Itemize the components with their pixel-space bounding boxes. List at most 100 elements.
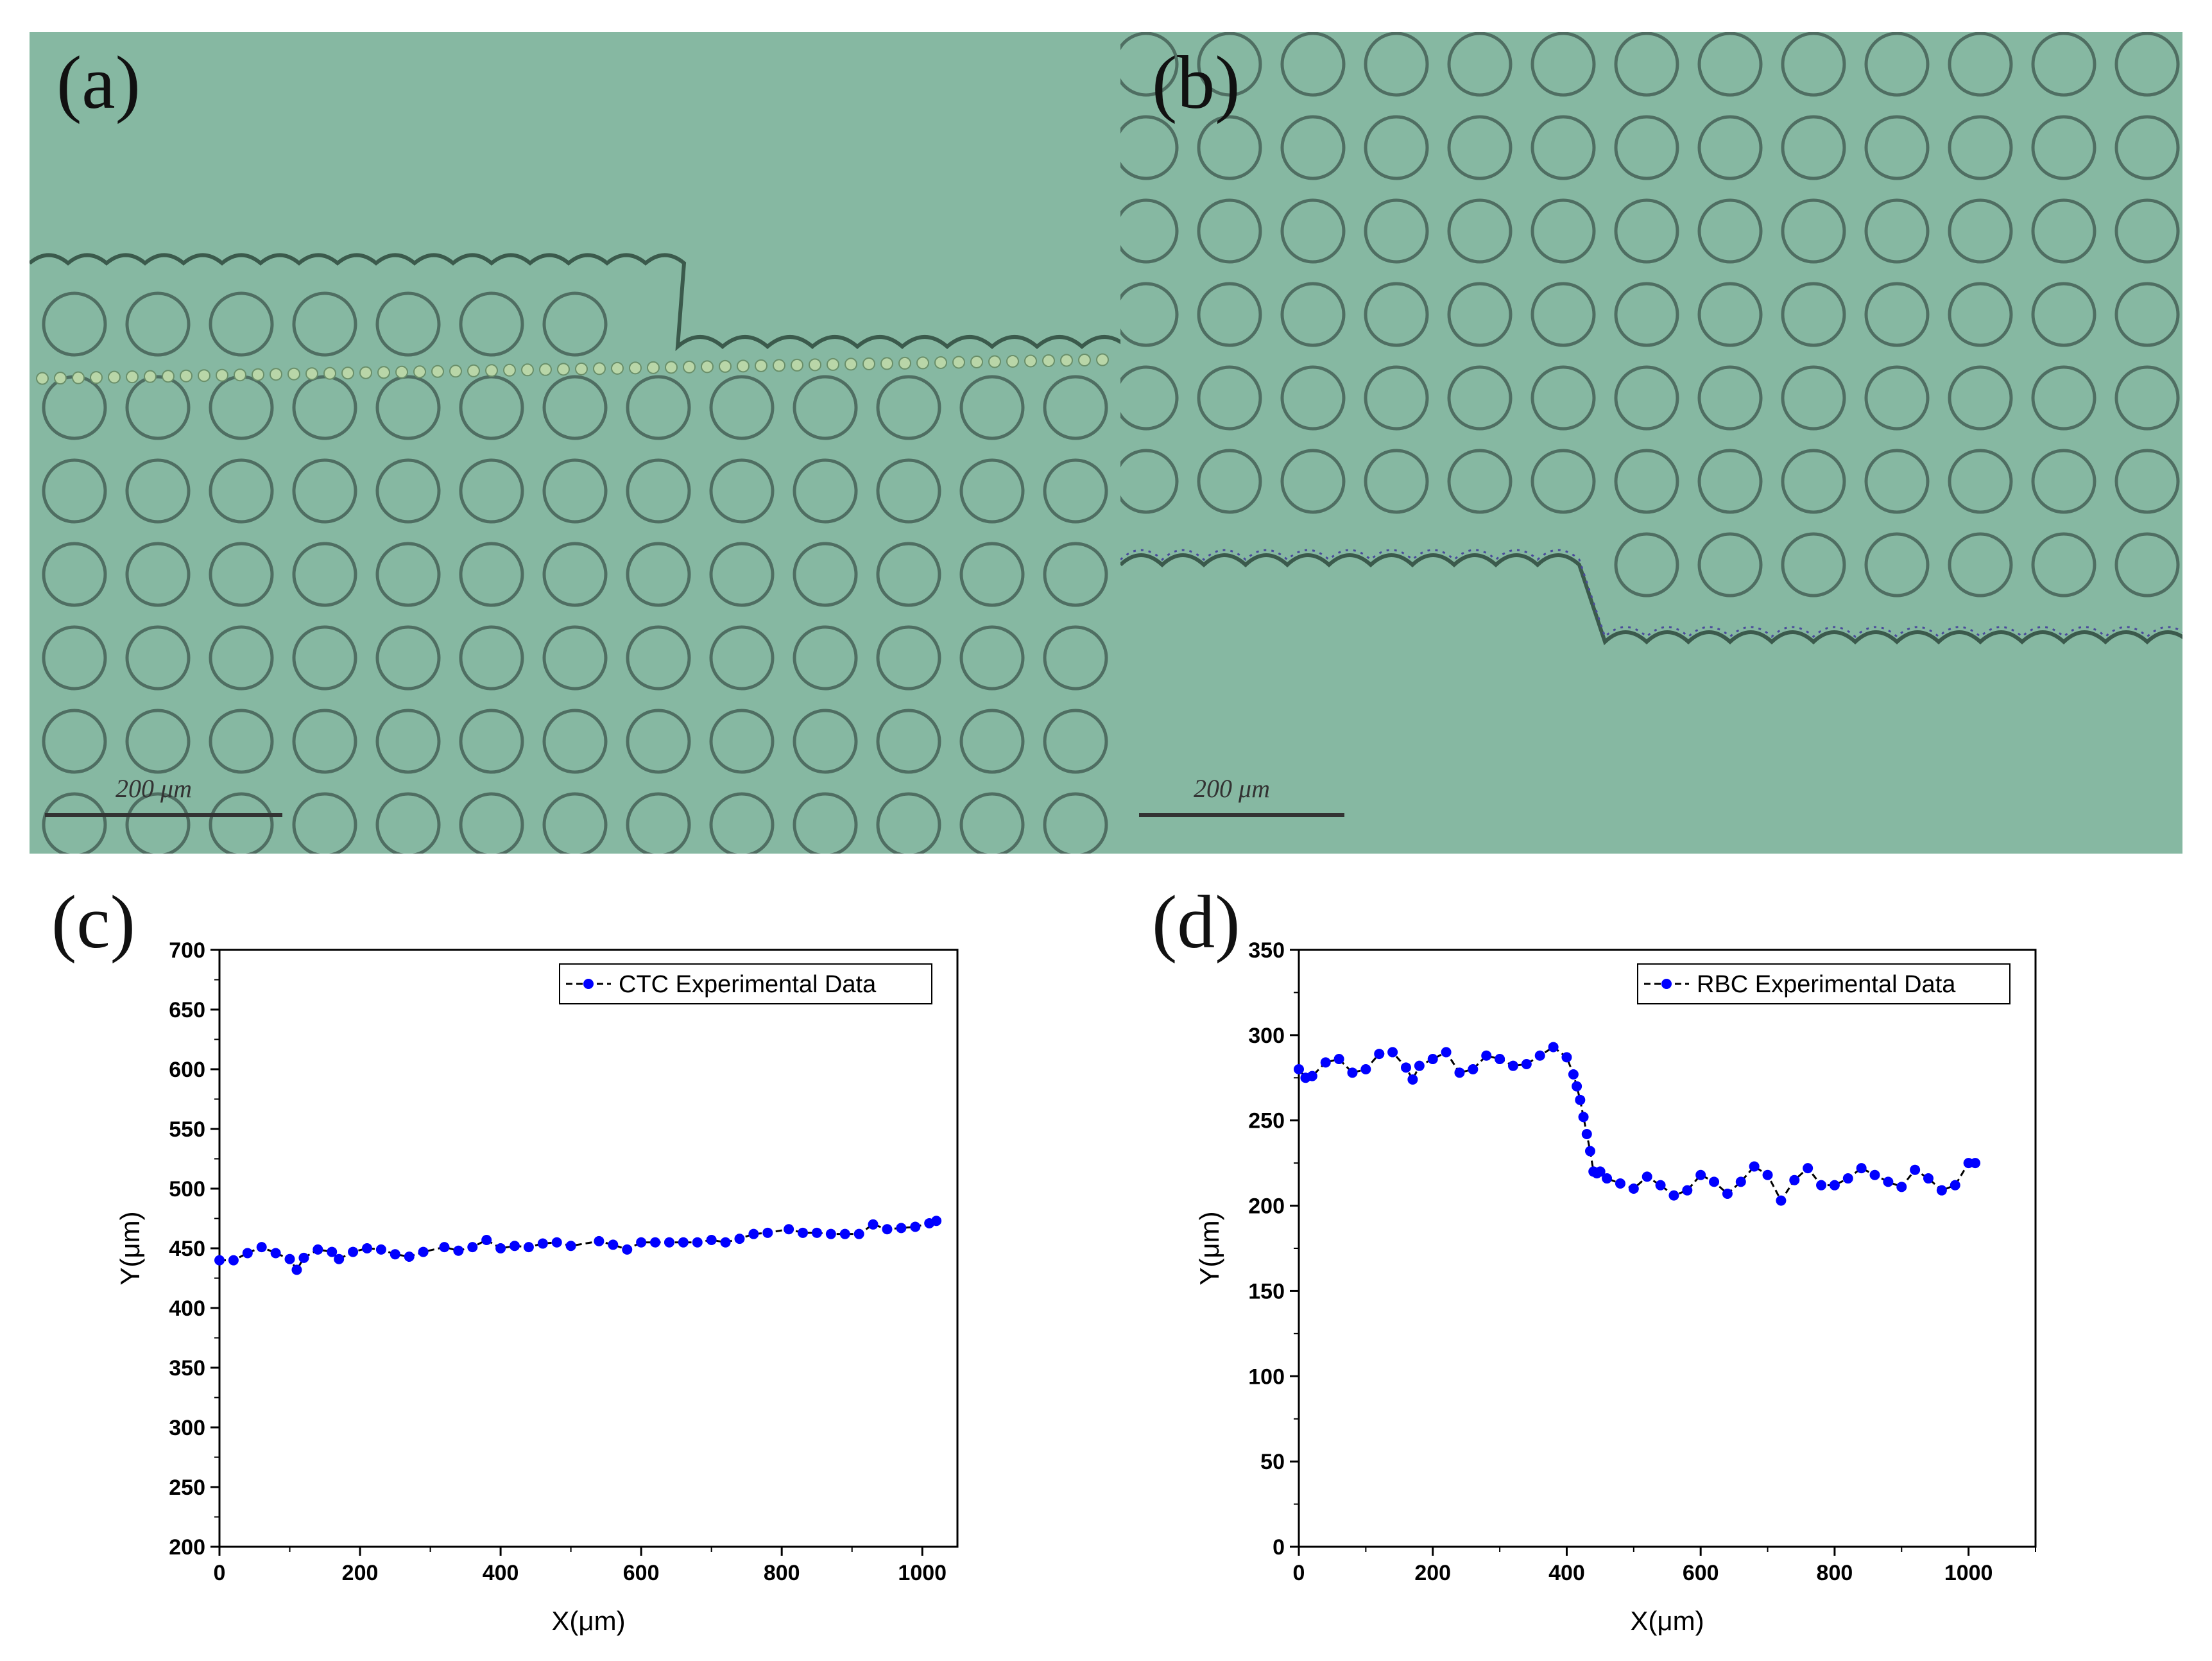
pillar (459, 291, 524, 357)
pillar (1697, 532, 1763, 598)
data-point (1561, 1052, 1572, 1063)
cell-dot (431, 365, 444, 378)
cell-dot (252, 368, 264, 381)
cell-dot (503, 363, 516, 377)
cell-dot (862, 357, 875, 370)
pillar (1697, 449, 1763, 514)
data-point (1970, 1158, 1981, 1169)
data-point (418, 1246, 429, 1257)
flow-boundary-line (1120, 553, 2182, 646)
pillar (1197, 115, 1262, 180)
pillar (542, 458, 608, 524)
y-tick-label: 350 (169, 1356, 205, 1381)
data-point (784, 1224, 794, 1235)
pillar (209, 625, 274, 691)
cell-dot (952, 356, 965, 369)
legend-box (1637, 963, 2011, 1004)
pillar (1447, 32, 1513, 97)
pillar (2114, 449, 2180, 514)
pillar (2114, 365, 2180, 431)
cell-dot (665, 361, 678, 374)
data-point (811, 1227, 822, 1238)
pillar (1614, 32, 1679, 97)
x-axis-label: X(μm) (1630, 1606, 1704, 1636)
data-point (1789, 1175, 1800, 1185)
pillar (1948, 282, 2013, 347)
pillar (42, 375, 107, 440)
y-tick-label: 200 (1248, 1194, 1285, 1219)
pillar (709, 375, 775, 440)
pillar (1948, 365, 2013, 431)
micrograph-b (1120, 32, 2182, 854)
pillar (459, 458, 524, 524)
pillar (1781, 115, 1846, 180)
pillar (1864, 32, 1930, 97)
data-point (853, 1228, 864, 1239)
data-point (650, 1237, 661, 1248)
pillar (2031, 449, 2096, 514)
cell-dot (1006, 354, 1019, 368)
data-point (495, 1243, 506, 1253)
cell-dot (449, 365, 462, 378)
x-tick-label: 0 (1293, 1561, 1305, 1585)
data-point (1695, 1169, 1706, 1180)
cell-dot (755, 359, 767, 372)
scale-bar-b-line (1139, 813, 1344, 817)
data-point (1655, 1180, 1666, 1191)
cell-dot (539, 363, 552, 376)
pillar (709, 625, 775, 691)
pillar (1781, 32, 1846, 97)
pillar (876, 458, 941, 524)
data-point (1320, 1057, 1331, 1068)
pillar (2031, 32, 2096, 97)
cell-dot (485, 364, 498, 377)
data-point (1572, 1081, 1582, 1092)
pillar (876, 792, 941, 854)
data-point (678, 1237, 689, 1248)
cell-dot (557, 363, 570, 376)
data-point (334, 1253, 345, 1264)
data-point (1468, 1064, 1479, 1074)
cell-dot (880, 357, 893, 370)
pillar (876, 625, 941, 691)
cell-dot (144, 370, 157, 383)
cell-dot (916, 356, 929, 370)
data-point (551, 1237, 562, 1248)
data-point (1628, 1183, 1639, 1194)
pillar (1864, 532, 1930, 598)
cell-dot (413, 365, 426, 379)
data-point (896, 1223, 907, 1234)
pillar (542, 542, 608, 607)
cell-dot (270, 368, 282, 381)
y-tick-label: 300 (169, 1416, 205, 1440)
pillar (1530, 32, 1596, 97)
pillar (1043, 458, 1108, 524)
data-point (636, 1237, 647, 1248)
data-point (1581, 1128, 1592, 1139)
data-point (1709, 1176, 1720, 1187)
pillar (125, 792, 191, 854)
pillar (709, 792, 775, 854)
cell-dot (809, 358, 821, 372)
pillar (2031, 198, 2096, 264)
pillar (793, 625, 858, 691)
pillar (209, 542, 274, 607)
data-point (706, 1234, 717, 1245)
pillar (1364, 365, 1429, 431)
cell-dot (359, 366, 372, 379)
y-tick-label: 100 (1248, 1364, 1285, 1389)
data-point (1481, 1050, 1492, 1061)
y-tick-label: 550 (169, 1117, 205, 1142)
pillar (1447, 115, 1513, 180)
micrograph-a-drawing (30, 253, 1120, 854)
data-point (1722, 1188, 1733, 1199)
cell-dot (1042, 354, 1055, 367)
cell-dot (898, 356, 911, 370)
pillar (1864, 198, 1930, 264)
pillar (1197, 198, 1262, 264)
pillar (292, 792, 357, 854)
x-tick-label: 400 (1548, 1561, 1585, 1585)
pillar (1447, 198, 1513, 264)
data-point (510, 1241, 520, 1252)
pillar (1120, 198, 1179, 264)
